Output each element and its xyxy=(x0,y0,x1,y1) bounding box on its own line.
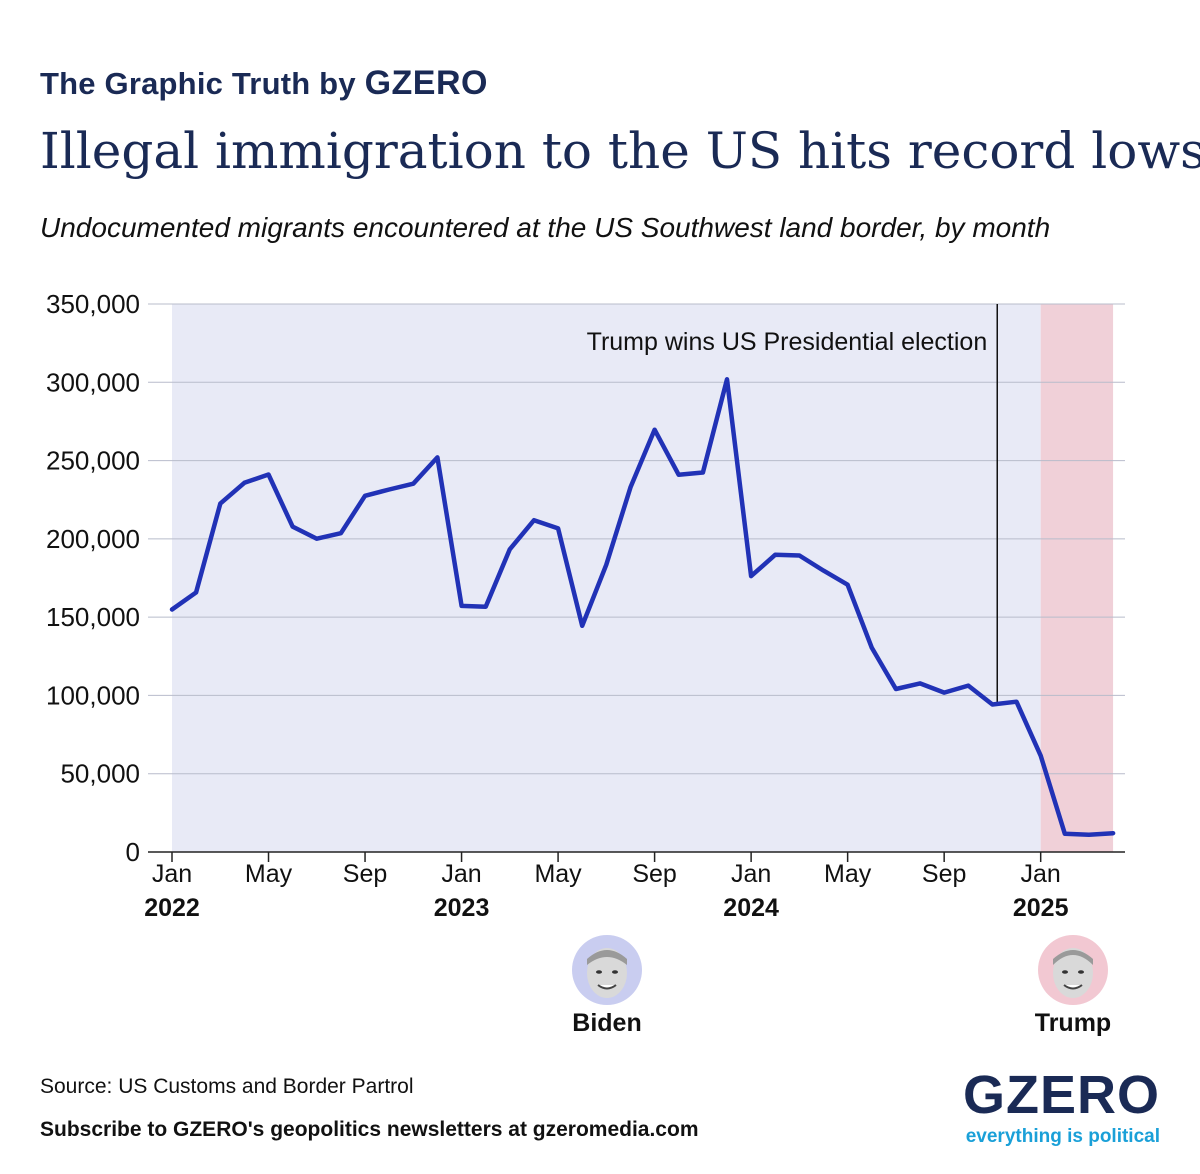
gzero-logo[interactable]: GZERO everything is political xyxy=(963,1068,1160,1148)
x-year-label: 2024 xyxy=(723,894,779,922)
biden-face-icon xyxy=(572,935,642,1005)
period-shade-biden xyxy=(172,304,1041,852)
chart-subtitle: Undocumented migrants encountered at the… xyxy=(40,212,1051,243)
y-tick-label: 350,000 xyxy=(46,289,140,319)
x-year-label: 2022 xyxy=(144,894,200,922)
biden-portrait: Biden xyxy=(537,935,677,1038)
y-tick-label: 250,000 xyxy=(46,446,140,476)
x-tick-label: May xyxy=(534,860,582,888)
annotation-label: Trump wins US Presidential election xyxy=(587,328,988,356)
x-tick-label: Jan xyxy=(441,860,481,888)
x-year-label: 2023 xyxy=(434,894,490,922)
x-tick-label: Sep xyxy=(922,860,966,888)
trump-label: Trump xyxy=(1034,1009,1112,1037)
brand-line: The Graphic Truth by GZERO xyxy=(40,64,488,103)
y-tick-label: 150,000 xyxy=(46,602,140,632)
x-tick-label: Sep xyxy=(343,860,387,888)
x-tick-label: Jan xyxy=(1021,860,1061,888)
gzero-tagline: everything is political xyxy=(965,1126,1160,1147)
y-tick-label: 100,000 xyxy=(46,680,140,710)
trump-portrait: Trump xyxy=(1003,935,1143,1038)
y-tick-label: 200,000 xyxy=(46,524,140,554)
chart-title: Illegal immigration to the US hits recor… xyxy=(40,122,1200,180)
source-note: Source: US Customs and Border Partrol xyxy=(40,1075,414,1098)
trump-face-icon xyxy=(1038,935,1108,1005)
biden-label: Biden xyxy=(572,1009,642,1037)
series-line xyxy=(169,377,1116,838)
subscribe-link[interactable]: Subscribe to GZERO's geopolitics newslet… xyxy=(40,1118,699,1141)
x-tick-label: May xyxy=(245,860,293,888)
x-tick-label: Jan xyxy=(731,860,771,888)
brand-prefix: The Graphic Truth by xyxy=(40,66,356,101)
x-tick-label: Jan xyxy=(152,860,192,888)
gzero-logo-word: GZERO xyxy=(962,1065,1160,1125)
y-tick-label: 0 xyxy=(126,837,140,867)
x-year-label: 2025 xyxy=(1013,894,1069,922)
y-tick-label: 50,000 xyxy=(60,759,140,789)
line-chart: 0 50,000 100,000 150,000 200,000 250,000 300,0… xyxy=(46,289,1125,922)
x-tick-label: May xyxy=(824,860,872,888)
x-tick-label: Sep xyxy=(632,860,676,888)
period-shade-trump xyxy=(1040,304,1114,852)
brand-name: GZERO xyxy=(364,64,488,102)
y-tick-label: 300,000 xyxy=(46,367,140,397)
